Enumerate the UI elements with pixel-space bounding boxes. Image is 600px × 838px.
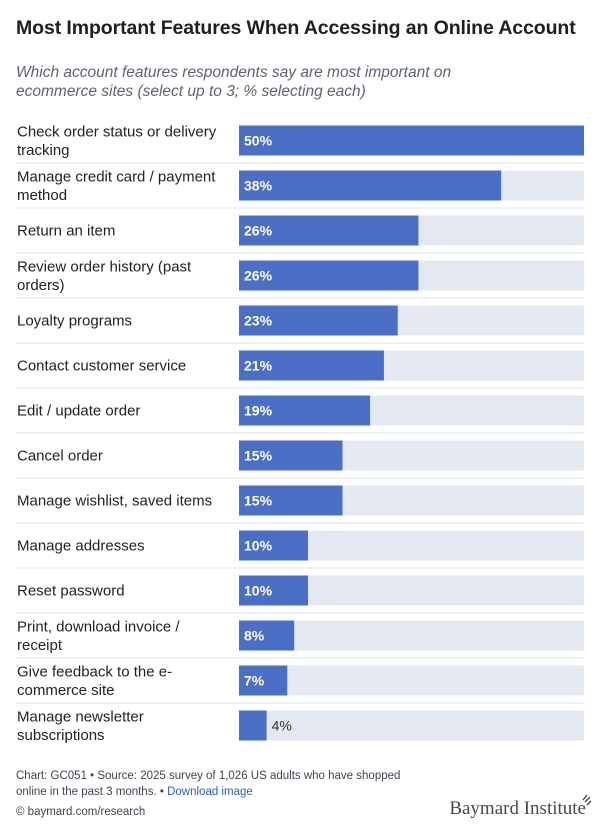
category-label: Manage credit card / payment (17, 168, 216, 185)
data-label: 15% (244, 448, 273, 464)
bar-track (239, 620, 584, 651)
bar (239, 440, 343, 471)
bar (239, 485, 343, 516)
copyright-url[interactable]: © baymard.com/research (16, 806, 146, 818)
bar (239, 125, 584, 156)
data-label: 10% (244, 538, 273, 554)
chart-title: Most Important Features When Accessing a… (16, 17, 576, 39)
data-label: 10% (244, 583, 273, 599)
category-label: Print, download invoice / (17, 618, 180, 635)
category-label: tracking (17, 142, 70, 159)
category-label: Edit / update order (17, 403, 140, 420)
category-label: Contact customer service (17, 358, 186, 375)
category-label: Manage wishlist, saved items (17, 493, 212, 510)
data-label: 4% (272, 718, 292, 734)
bar-row: Return an item 26% (16, 207, 584, 246)
bar-row: Print, download invoice / receipt 8% (16, 612, 584, 654)
data-label: 26% (244, 268, 273, 284)
bar-track (239, 665, 584, 696)
data-label: 21% (244, 358, 273, 374)
data-label: 7% (244, 673, 265, 689)
bar (239, 530, 308, 561)
bar-row: Manage credit card / payment method 38% (16, 162, 584, 204)
bar (239, 305, 398, 336)
bar-track (239, 710, 584, 741)
data-label: 19% (244, 403, 273, 419)
category-label: subscriptions (17, 727, 105, 744)
bar (239, 170, 502, 201)
data-label: 38% (244, 178, 273, 194)
bar-row: Manage wishlist, saved items 15% (16, 477, 584, 516)
category-label: Cancel order (17, 448, 103, 465)
bar-row: Contact customer service 21% (16, 342, 584, 381)
logo-text: Baymard Institute (449, 798, 586, 819)
bar-row: Review order history (past orders) 26% (16, 252, 584, 294)
bar-row: Reset password 10% (16, 567, 584, 606)
category-label: Check order status or delivery (17, 123, 217, 140)
data-label: 15% (244, 493, 273, 509)
category-label: Manage addresses (17, 538, 145, 555)
bar-row: Manage addresses 10% (16, 522, 584, 561)
chart-source: Chart: GC051 • Source: 2025 survey of 1,… (16, 768, 416, 800)
bar-row: Check order status or delivery tracking 50… (17, 123, 584, 159)
bar (239, 260, 419, 291)
category-label: method (17, 187, 67, 204)
bar (239, 620, 295, 651)
category-label: receipt (17, 637, 63, 654)
data-label: 26% (244, 223, 273, 239)
bar-row: Loyalty programs 23% (16, 297, 584, 336)
category-label: orders) (17, 277, 65, 294)
chart-subtitle: Which account features respondents say a… (16, 64, 452, 100)
separator: • (159, 786, 164, 798)
data-label: 50% (244, 133, 273, 149)
baymard-logo: Baymard Institute (449, 794, 592, 820)
bar-row: Cancel order 15% (16, 432, 584, 471)
bar (239, 665, 288, 696)
bar (239, 395, 371, 426)
category-label: Return an item (17, 223, 115, 240)
bar-row: Give feedback to the e-commerce site 7% (16, 657, 584, 699)
category-label: Reset password (17, 583, 125, 600)
data-label: 23% (244, 313, 273, 329)
category-label: commerce site (17, 682, 115, 699)
bar-chart: Check order status or delivery tracking 50… (16, 123, 584, 744)
bar (239, 575, 308, 606)
download-image-link[interactable]: Download image (167, 786, 253, 798)
bar-row: Edit / update order 19% (16, 387, 584, 426)
bar (239, 350, 384, 381)
bar (239, 710, 267, 741)
category-label: Manage newsletter (17, 708, 144, 725)
category-label: Loyalty programs (17, 313, 132, 330)
bar-row: Manage newsletter subscriptions 4% (16, 702, 584, 744)
category-label: Give feedback to the e- (17, 663, 172, 680)
source-text: Chart: GC051 • Source: 2025 survey of 1,… (16, 770, 401, 798)
logo-spark-icon (582, 794, 592, 806)
bar (239, 215, 419, 246)
category-label: Review order history (past (17, 258, 192, 275)
data-label: 8% (244, 628, 265, 644)
